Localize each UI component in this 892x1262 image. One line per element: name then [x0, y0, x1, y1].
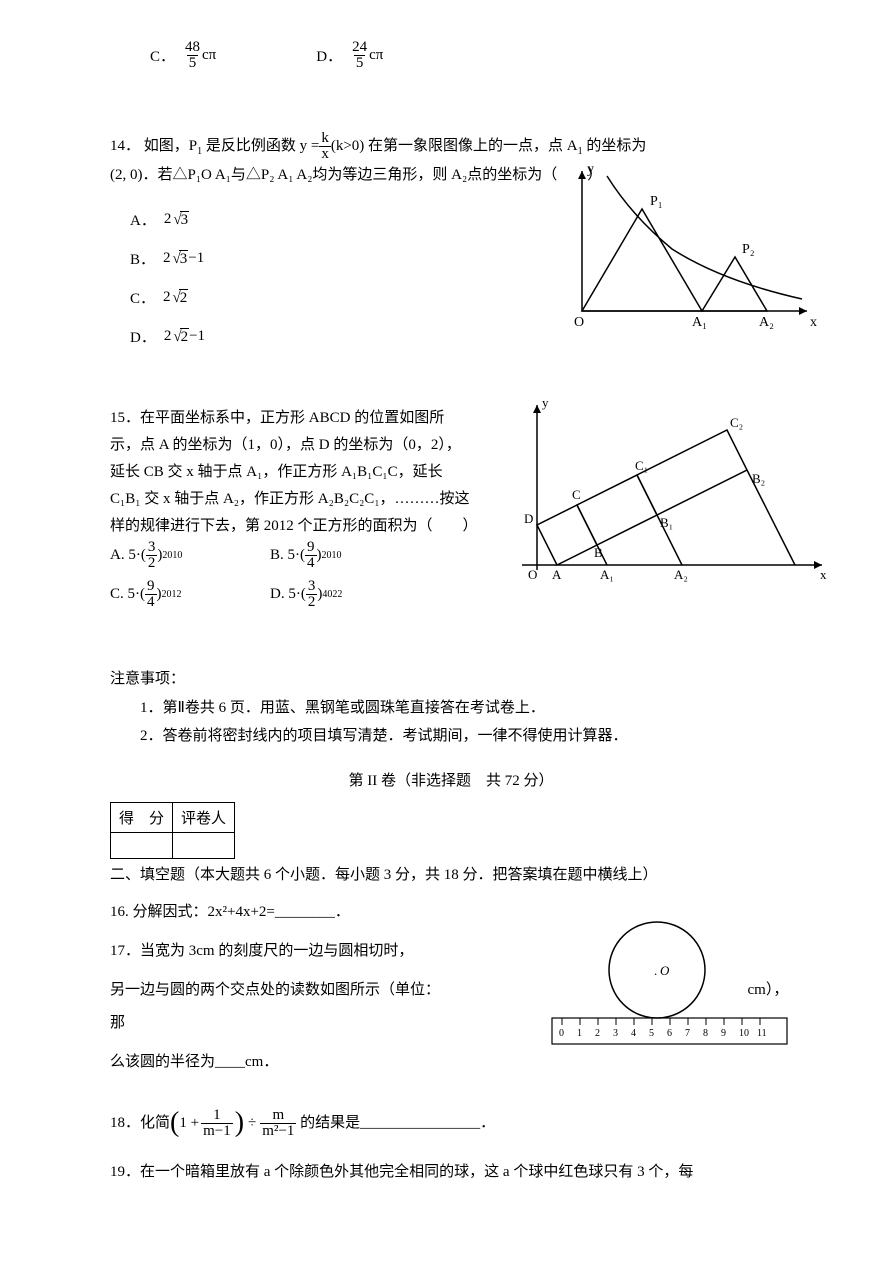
svg-text:4: 4 — [631, 1028, 636, 1039]
q15-option-c: C. 5·( 94 )2012 — [110, 579, 270, 610]
svg-text:10: 10 — [739, 1028, 749, 1039]
part2-header: 第 II 卷（非选择题 共 72 分） — [110, 769, 792, 790]
svg-text:.: . — [654, 963, 657, 978]
sqrt-icon: 3 — [171, 211, 189, 229]
svg-text:A₂: A₂ — [674, 567, 688, 582]
sqrt-icon: 2 — [171, 328, 189, 346]
svg-text:9: 9 — [721, 1028, 726, 1039]
sqrt-icon: 2 — [171, 289, 189, 307]
option-c-label: C． — [150, 45, 175, 66]
svg-text:O: O — [660, 963, 670, 978]
x-axis-label: x — [810, 315, 817, 330]
option-d-label: D． — [316, 45, 342, 66]
option-c-fraction: 48 5 — [183, 40, 202, 71]
question-15: 15．在平面坐标系中，正方形 ABCD 的位置如图所示，点 A 的坐标为（1，0… — [110, 405, 792, 645]
svg-text:D: D — [524, 511, 533, 526]
p2-label: P₂ — [742, 242, 755, 257]
prev-question-options: C． 48 5 cπ D． 24 5 cπ — [110, 40, 792, 71]
q15-option-b: B. 5·( 94 )2010 — [270, 540, 430, 571]
question-17: 17．当宽为 3cm 的刻度尺的一边与圆相切时， 另一边与圆的两个交点处的读数如… — [110, 935, 792, 1079]
svg-text:B₁: B₁ — [660, 515, 673, 530]
q15-option-a: A. 5·( 32 )2010 — [110, 540, 270, 571]
question-18: 18． 化简 ( 1 + 1 m−1 ) ÷ m m²−1 的结果是______… — [110, 1107, 792, 1140]
y-axis-label: y — [587, 162, 594, 177]
svg-text:C: C — [572, 487, 581, 502]
svg-text:A: A — [552, 567, 562, 582]
p1-label: P₁ — [650, 194, 663, 209]
score-table: 得 分 评卷人 — [110, 802, 235, 859]
svg-text:C₁: C₁ — [635, 458, 648, 473]
svg-text:C₂: C₂ — [730, 415, 743, 430]
svg-text:5: 5 — [649, 1028, 654, 1039]
score-header-2: 评卷人 — [173, 802, 235, 832]
option-d-suffix: cπ — [369, 47, 383, 64]
right-paren-icon: ) — [235, 1109, 244, 1137]
a2-label: A₂ — [759, 315, 774, 330]
question-14: 14． 如图，P1 是反比例函数 y = k x (k>0) 在第一象限图像上的… — [110, 131, 792, 365]
q15-text: 15．在平面坐标系中，正方形 ABCD 的位置如图所示，点 A 的坐标为（1，0… — [110, 405, 470, 540]
notice-block: 注意事项： 1．第Ⅱ卷共 6 页．用蓝、黑钢笔或圆珠笔直接答在考试卷上． 2．答… — [110, 665, 792, 751]
svg-text:8: 8 — [703, 1028, 708, 1039]
option-d-fraction: 24 5 — [350, 40, 369, 71]
svg-text:B: B — [594, 545, 603, 560]
q15-graph: O y x A D C B A₁ A₂ C₁ C₂ B₁ B₂ — [502, 395, 832, 595]
score-header-1: 得 分 — [111, 802, 173, 832]
svg-text:7: 7 — [685, 1028, 690, 1039]
q14-option-d: D． 2 2 −1 — [130, 326, 305, 347]
section2-header: 得 分 评卷人 二、填空题（本大题共 6 个小题．每小题 3 分，共 18 分．… — [110, 802, 792, 892]
q14-options: A． 2 3 B． 2 3 −1 C． 2 2 D． 2 2 −1 — [110, 209, 460, 365]
svg-text:3: 3 — [613, 1028, 618, 1039]
score-cell-1 — [111, 832, 173, 858]
svg-text:11: 11 — [757, 1028, 767, 1039]
svg-text:O: O — [528, 567, 537, 582]
q14-option-a: A． 2 3 — [130, 209, 305, 230]
q17-diagram: . O 0 1 2 3 4 5 6 7 8 9 10 11 — [522, 920, 802, 1050]
q14-graph: O y x P₁ P₂ A₁ A₂ — [552, 161, 822, 331]
q14-option-c: C． 2 2 — [130, 287, 305, 308]
notice-title: 注意事项： — [110, 665, 792, 694]
left-paren-icon: ( — [170, 1109, 179, 1137]
svg-text:0: 0 — [559, 1028, 564, 1039]
option-c-suffix: cπ — [202, 47, 216, 64]
svg-text:6: 6 — [667, 1028, 672, 1039]
origin-label: O — [574, 315, 584, 330]
q14-option-b: B． 2 3 −1 — [130, 248, 305, 269]
svg-text:A₁: A₁ — [600, 567, 614, 582]
svg-text:x: x — [820, 567, 827, 582]
svg-text:B₂: B₂ — [752, 471, 765, 486]
q15-option-d: D. 5·( 32 )4022 — [270, 579, 430, 610]
score-cell-2 — [173, 832, 235, 858]
a1-label: A₁ — [692, 315, 707, 330]
question-19: 19．在一个暗箱里放有 a 个除颜色外其他完全相同的球，这 a 个球中红色球只有… — [110, 1156, 792, 1189]
svg-text:1: 1 — [577, 1028, 582, 1039]
sqrt-icon: 3 — [171, 250, 189, 268]
svg-text:y: y — [542, 395, 549, 410]
notice-item1: 1．第Ⅱ卷共 6 页．用蓝、黑钢笔或圆珠笔直接答在考试卷上． — [110, 694, 792, 723]
svg-text:2: 2 — [595, 1028, 600, 1039]
notice-item2: 2．答卷前将密封线内的项目填写清楚．考试期间，一律不得使用计算器． — [110, 722, 792, 751]
q14-formula: y = k x (k>0) — [300, 131, 365, 162]
